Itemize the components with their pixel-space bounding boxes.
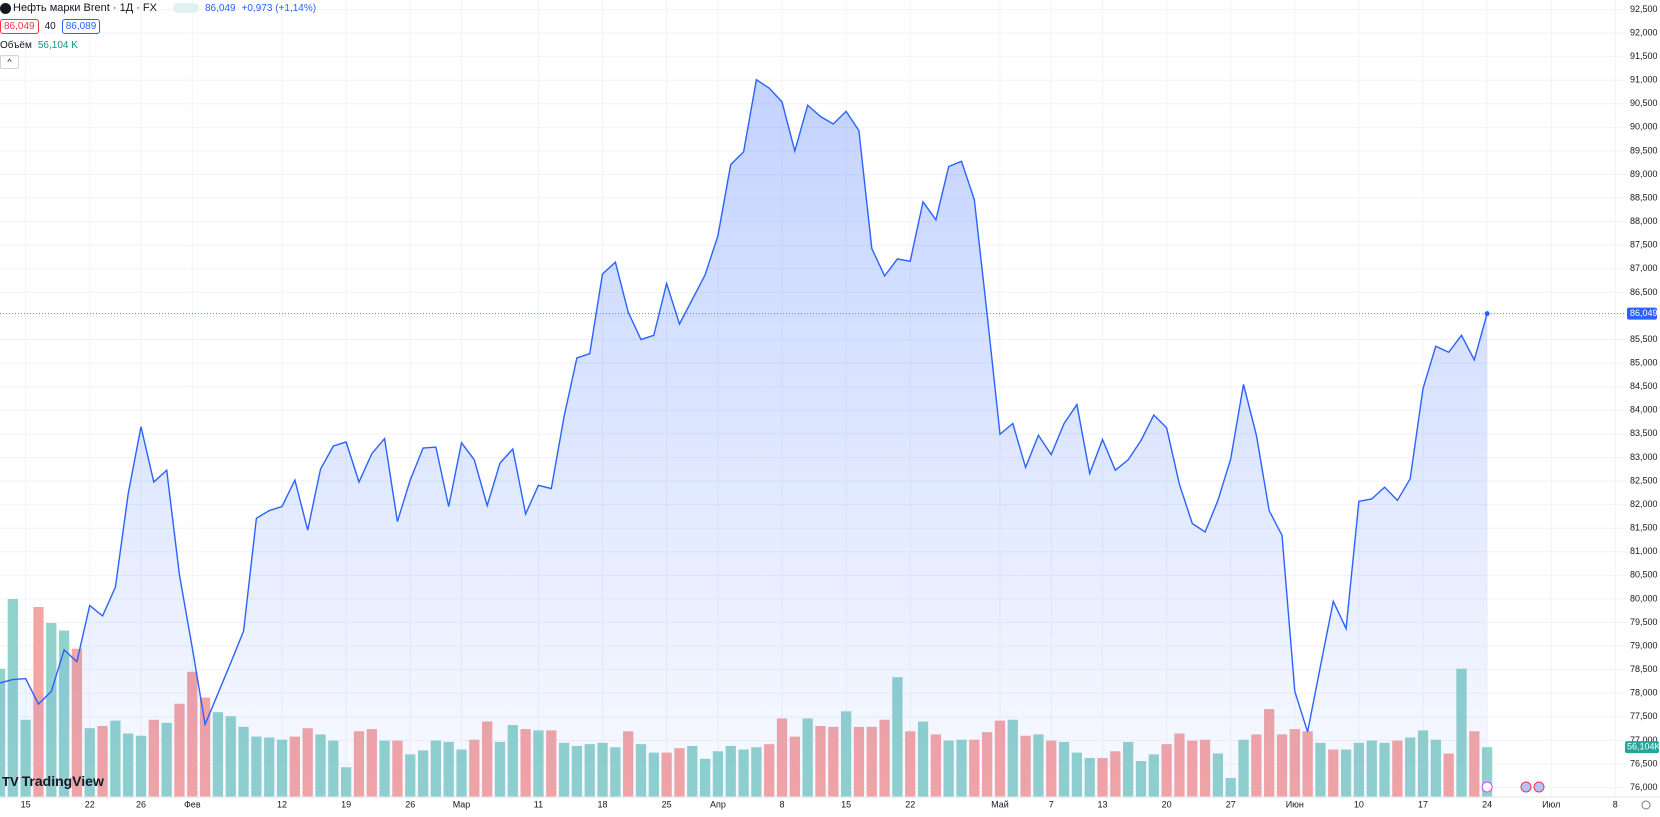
y-tick-label: 87,500	[1630, 240, 1658, 250]
x-tick-label: 13	[1098, 799, 1108, 809]
y-tick-label: 88,500	[1630, 192, 1658, 202]
volume-value: 56,104 K	[37, 40, 78, 51]
event-icon	[1481, 781, 1493, 793]
settings-icon	[1641, 800, 1651, 810]
x-tick-label: 22	[85, 799, 95, 809]
x-tick-label: 12	[277, 799, 287, 809]
status-pill[interactable]	[172, 3, 199, 13]
y-tick-label: 81,000	[1630, 546, 1658, 556]
y-tick-label: 82,500	[1630, 475, 1658, 485]
x-tick-label: Апр	[710, 799, 726, 809]
price-line	[0, 78, 1488, 733]
y-tick-label: 84,500	[1630, 381, 1658, 391]
symbol-title[interactable]: Нефть марки Brent · 1Д · FX	[13, 2, 157, 14]
y-tick-label: 79,000	[1630, 640, 1658, 650]
y-tick-label: 85,000	[1630, 358, 1658, 368]
watermark: TV TradingView	[2, 773, 104, 789]
last-price-label: 86,049	[1630, 308, 1658, 318]
volume-bar	[1481, 747, 1493, 797]
y-tick-label: 91,500	[1630, 51, 1658, 61]
ask-button[interactable]: 86,089	[61, 19, 101, 34]
collapse-button[interactable]: ^	[0, 55, 19, 69]
y-tick-label: 77,500	[1630, 711, 1658, 721]
watermark-text: TradingView	[21, 773, 104, 789]
y-tick-label: 78,000	[1630, 688, 1658, 698]
y-tick-label: 89,000	[1630, 169, 1658, 179]
header-row: Нефть марки Brent · 1Д · FX 86,049 +0,97…	[0, 2, 316, 14]
x-tick-label: 26	[136, 799, 146, 809]
last-volume-badge	[1625, 741, 1659, 754]
x-tick-label: 18	[598, 799, 608, 809]
last-point	[1484, 311, 1490, 317]
x-tick-label: 25	[662, 799, 672, 809]
x-tick-label: 20	[1162, 799, 1172, 809]
x-tick-label: 10	[1354, 799, 1364, 809]
x-tick-label: 19	[341, 799, 351, 809]
volume-row: Объём 56,104 K	[0, 40, 78, 51]
logo-mark: TV	[2, 773, 19, 789]
y-tick-label: 76,500	[1630, 758, 1658, 768]
y-tick-label: 89,500	[1630, 145, 1658, 155]
x-tick-label: Июл	[1542, 799, 1560, 809]
symbol-icon	[0, 2, 11, 14]
volume-label: Объём	[0, 40, 32, 51]
y-tick-label: 85,500	[1630, 334, 1658, 344]
last-price-badge	[1627, 307, 1657, 320]
x-tick-label: 17	[1418, 799, 1428, 809]
y-tick-label: 87,000	[1630, 263, 1658, 273]
y-tick-label: 83,000	[1630, 452, 1658, 462]
y-tick-label: 92,000	[1630, 27, 1658, 37]
y-tick-label: 88,000	[1630, 216, 1658, 226]
y-tick-label: 81,500	[1630, 523, 1658, 533]
x-tick-label: 15	[841, 799, 851, 809]
y-tick-label: 80,000	[1630, 593, 1658, 603]
x-tick-label: 11	[534, 799, 543, 809]
y-tick-label: 78,500	[1630, 664, 1658, 674]
x-tick-label: 22	[905, 799, 915, 809]
price-area	[0, 79, 1488, 797]
spread: 40	[44, 21, 56, 32]
bid-button[interactable]: 86,049	[0, 19, 39, 34]
x-tick-label: Май	[991, 799, 1009, 809]
x-tick-label: Июн	[1286, 799, 1304, 809]
y-tick-label: 80,500	[1630, 570, 1658, 580]
x-tick-label: 27	[1226, 799, 1236, 809]
x-tick-label: 24	[1482, 799, 1492, 809]
x-tick-label: 26	[405, 799, 415, 809]
y-tick-label: 79,500	[1630, 617, 1658, 627]
flag-icon	[1520, 781, 1532, 793]
y-tick-label: 77,000	[1630, 735, 1658, 745]
x-tick-label: Мар	[453, 799, 471, 809]
price-change: +0,973 (+1,14%)	[241, 2, 317, 14]
y-tick-label: 84,000	[1630, 405, 1658, 415]
y-tick-label: 83,500	[1630, 428, 1658, 438]
volume-bar	[33, 606, 44, 797]
y-tick-label: 86,500	[1630, 287, 1658, 297]
last-price: 86,049	[204, 2, 236, 14]
last-volume-label: 56,104K	[1627, 742, 1660, 752]
y-tick-label: 82,000	[1630, 499, 1658, 509]
flag-icon	[1533, 781, 1545, 793]
y-tick-label: 92,500	[1630, 4, 1658, 14]
y-tick-label: 76,000	[1630, 782, 1658, 792]
x-tick-label: 15	[21, 799, 31, 809]
y-tick-label: 90,500	[1630, 98, 1658, 108]
y-tick-label: 91,000	[1630, 75, 1658, 85]
x-tick-label: 8	[1613, 799, 1618, 809]
x-tick-label: 7	[1049, 799, 1054, 809]
x-tick-label: 8	[780, 799, 785, 809]
y-tick-label: 90,000	[1630, 122, 1658, 132]
bid-ask-row: 86,049 40 86,089	[0, 19, 101, 34]
x-tick-label: Фев	[184, 799, 201, 809]
